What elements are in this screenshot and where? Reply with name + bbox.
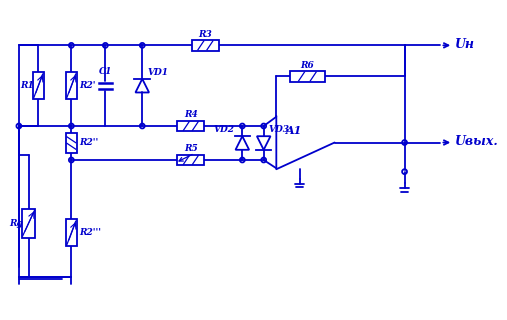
Text: VD2: VD2	[213, 125, 234, 134]
Bar	[66, 72, 77, 99]
Text: R6: R6	[301, 61, 314, 70]
Text: R4: R4	[184, 110, 198, 119]
Bar	[66, 219, 77, 246]
Bar	[192, 40, 219, 51]
Text: R1: R1	[20, 81, 33, 90]
Text: R2': R2'	[79, 81, 96, 90]
Text: VD3: VD3	[269, 125, 289, 134]
Text: Rg: Rg	[9, 219, 23, 228]
Text: R5: R5	[184, 144, 198, 153]
Bar	[66, 133, 77, 153]
Bar	[177, 121, 204, 131]
Bar	[290, 71, 325, 82]
Bar	[22, 209, 35, 238]
Text: R2'': R2''	[79, 139, 98, 148]
Bar	[33, 72, 44, 99]
Text: Uвых.: Uвых.	[455, 135, 499, 148]
Text: R2''': R2'''	[79, 228, 101, 237]
Text: R3: R3	[199, 29, 212, 39]
Text: A1: A1	[286, 125, 302, 136]
Text: VD1: VD1	[147, 68, 168, 77]
Bar	[177, 155, 204, 165]
Text: Uн: Uн	[455, 38, 475, 51]
Text: C1: C1	[99, 67, 112, 76]
